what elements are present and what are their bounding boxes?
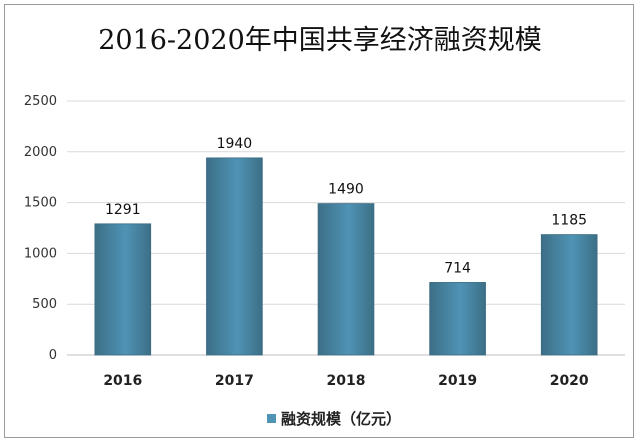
bars — [94, 157, 598, 356]
y-tick-label: 2000 — [24, 145, 57, 160]
x-tick-label-2020: 2020 — [550, 373, 589, 389]
data-label-2016: 1291 — [105, 202, 141, 218]
bar-2019 — [429, 282, 486, 356]
chart-title: 2016-2020年中国共享经济融资规模 — [98, 25, 542, 56]
y-tick-label: 2500 — [24, 94, 57, 109]
x-tick-label-2018: 2018 — [327, 373, 366, 389]
chart-svg: 2016-2020年中国共享经济融资规模 0 500 1000 1500 2000 250… — [24, 25, 625, 428]
legend: 融资规模（亿元） — [267, 410, 401, 428]
x-tick-label-2016: 2016 — [103, 373, 142, 389]
x-tick-label-2017: 2017 — [215, 373, 254, 389]
y-tick-label: 0 — [49, 348, 57, 363]
data-label-2020: 1185 — [551, 213, 587, 229]
y-tick-label: 1000 — [24, 246, 57, 261]
bar-2016 — [94, 223, 152, 356]
x-tick-label-2019: 2019 — [438, 373, 477, 389]
legend-label: 融资规模（亿元） — [281, 410, 401, 428]
data-labels: 1291 1940 1490 714 1185 — [105, 136, 587, 277]
gridlines — [67, 100, 625, 305]
y-tick-label: 500 — [32, 297, 57, 312]
data-label-2019: 714 — [444, 260, 471, 276]
bar-2018 — [317, 203, 375, 356]
y-tick-label: 1500 — [24, 196, 57, 211]
data-label-2018: 1490 — [328, 182, 364, 198]
data-label-2017: 1940 — [217, 136, 253, 152]
legend-swatch — [267, 414, 276, 423]
chart-frame: 2016-2020年中国共享经济融资规模 0 500 1000 1500 2000 250… — [4, 4, 634, 438]
axes: 0 500 1000 1500 2000 2500 2016 2017 2018 2019 2020 — [24, 94, 625, 389]
bar-2017 — [206, 157, 263, 356]
bar-2020 — [540, 234, 598, 356]
